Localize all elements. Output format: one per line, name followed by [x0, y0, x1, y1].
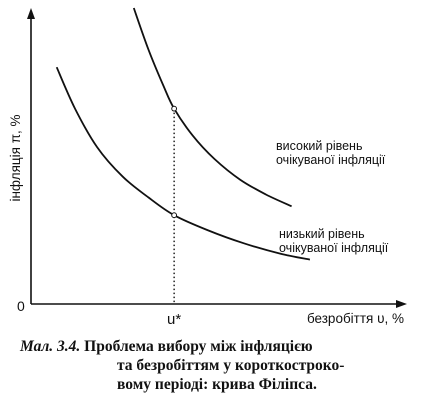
- x-tick-label-u-star: u*: [167, 311, 181, 328]
- caption-line-2: та безробіттям у короткостроко-: [117, 357, 345, 374]
- caption-line-3: вому періоді: крива Філіпса.: [117, 376, 317, 393]
- marker-low-curve-at-u-star: [171, 212, 178, 219]
- series-label-low-expected-inflation-line-1: низький рівень: [279, 227, 365, 241]
- series-label-high-expected-inflation-line-2: очікуваної інфляції: [276, 153, 386, 167]
- series-label-low-expected-inflation-line-2: очікуваної інфляції: [279, 241, 389, 255]
- axes: [27, 8, 407, 308]
- series-layer: [55, 7, 311, 261]
- origin-label: 0: [17, 298, 25, 314]
- curve-low-expected-inflation: [55, 66, 311, 261]
- caption-prefix: Мал. 3.4.: [20, 338, 81, 355]
- figure-caption: Мал. 3.4. Проблема вибору між інфляцією …: [20, 337, 420, 394]
- marker-high-curve-at-u-star: [171, 105, 178, 112]
- caption-line-1: Проблема вибору між інфляцією: [84, 338, 313, 355]
- series-label-high-expected-inflation-line-1: високий рівень: [276, 139, 362, 153]
- x-axis-arrow: [396, 300, 407, 308]
- marker-layer: [171, 105, 178, 304]
- curve-high-expected-inflation: [132, 7, 292, 208]
- x-axis-label: безробіття υ, %: [307, 311, 404, 326]
- y-axis-arrow: [27, 8, 35, 19]
- y-axis-label: інфляція π, %: [8, 114, 23, 201]
